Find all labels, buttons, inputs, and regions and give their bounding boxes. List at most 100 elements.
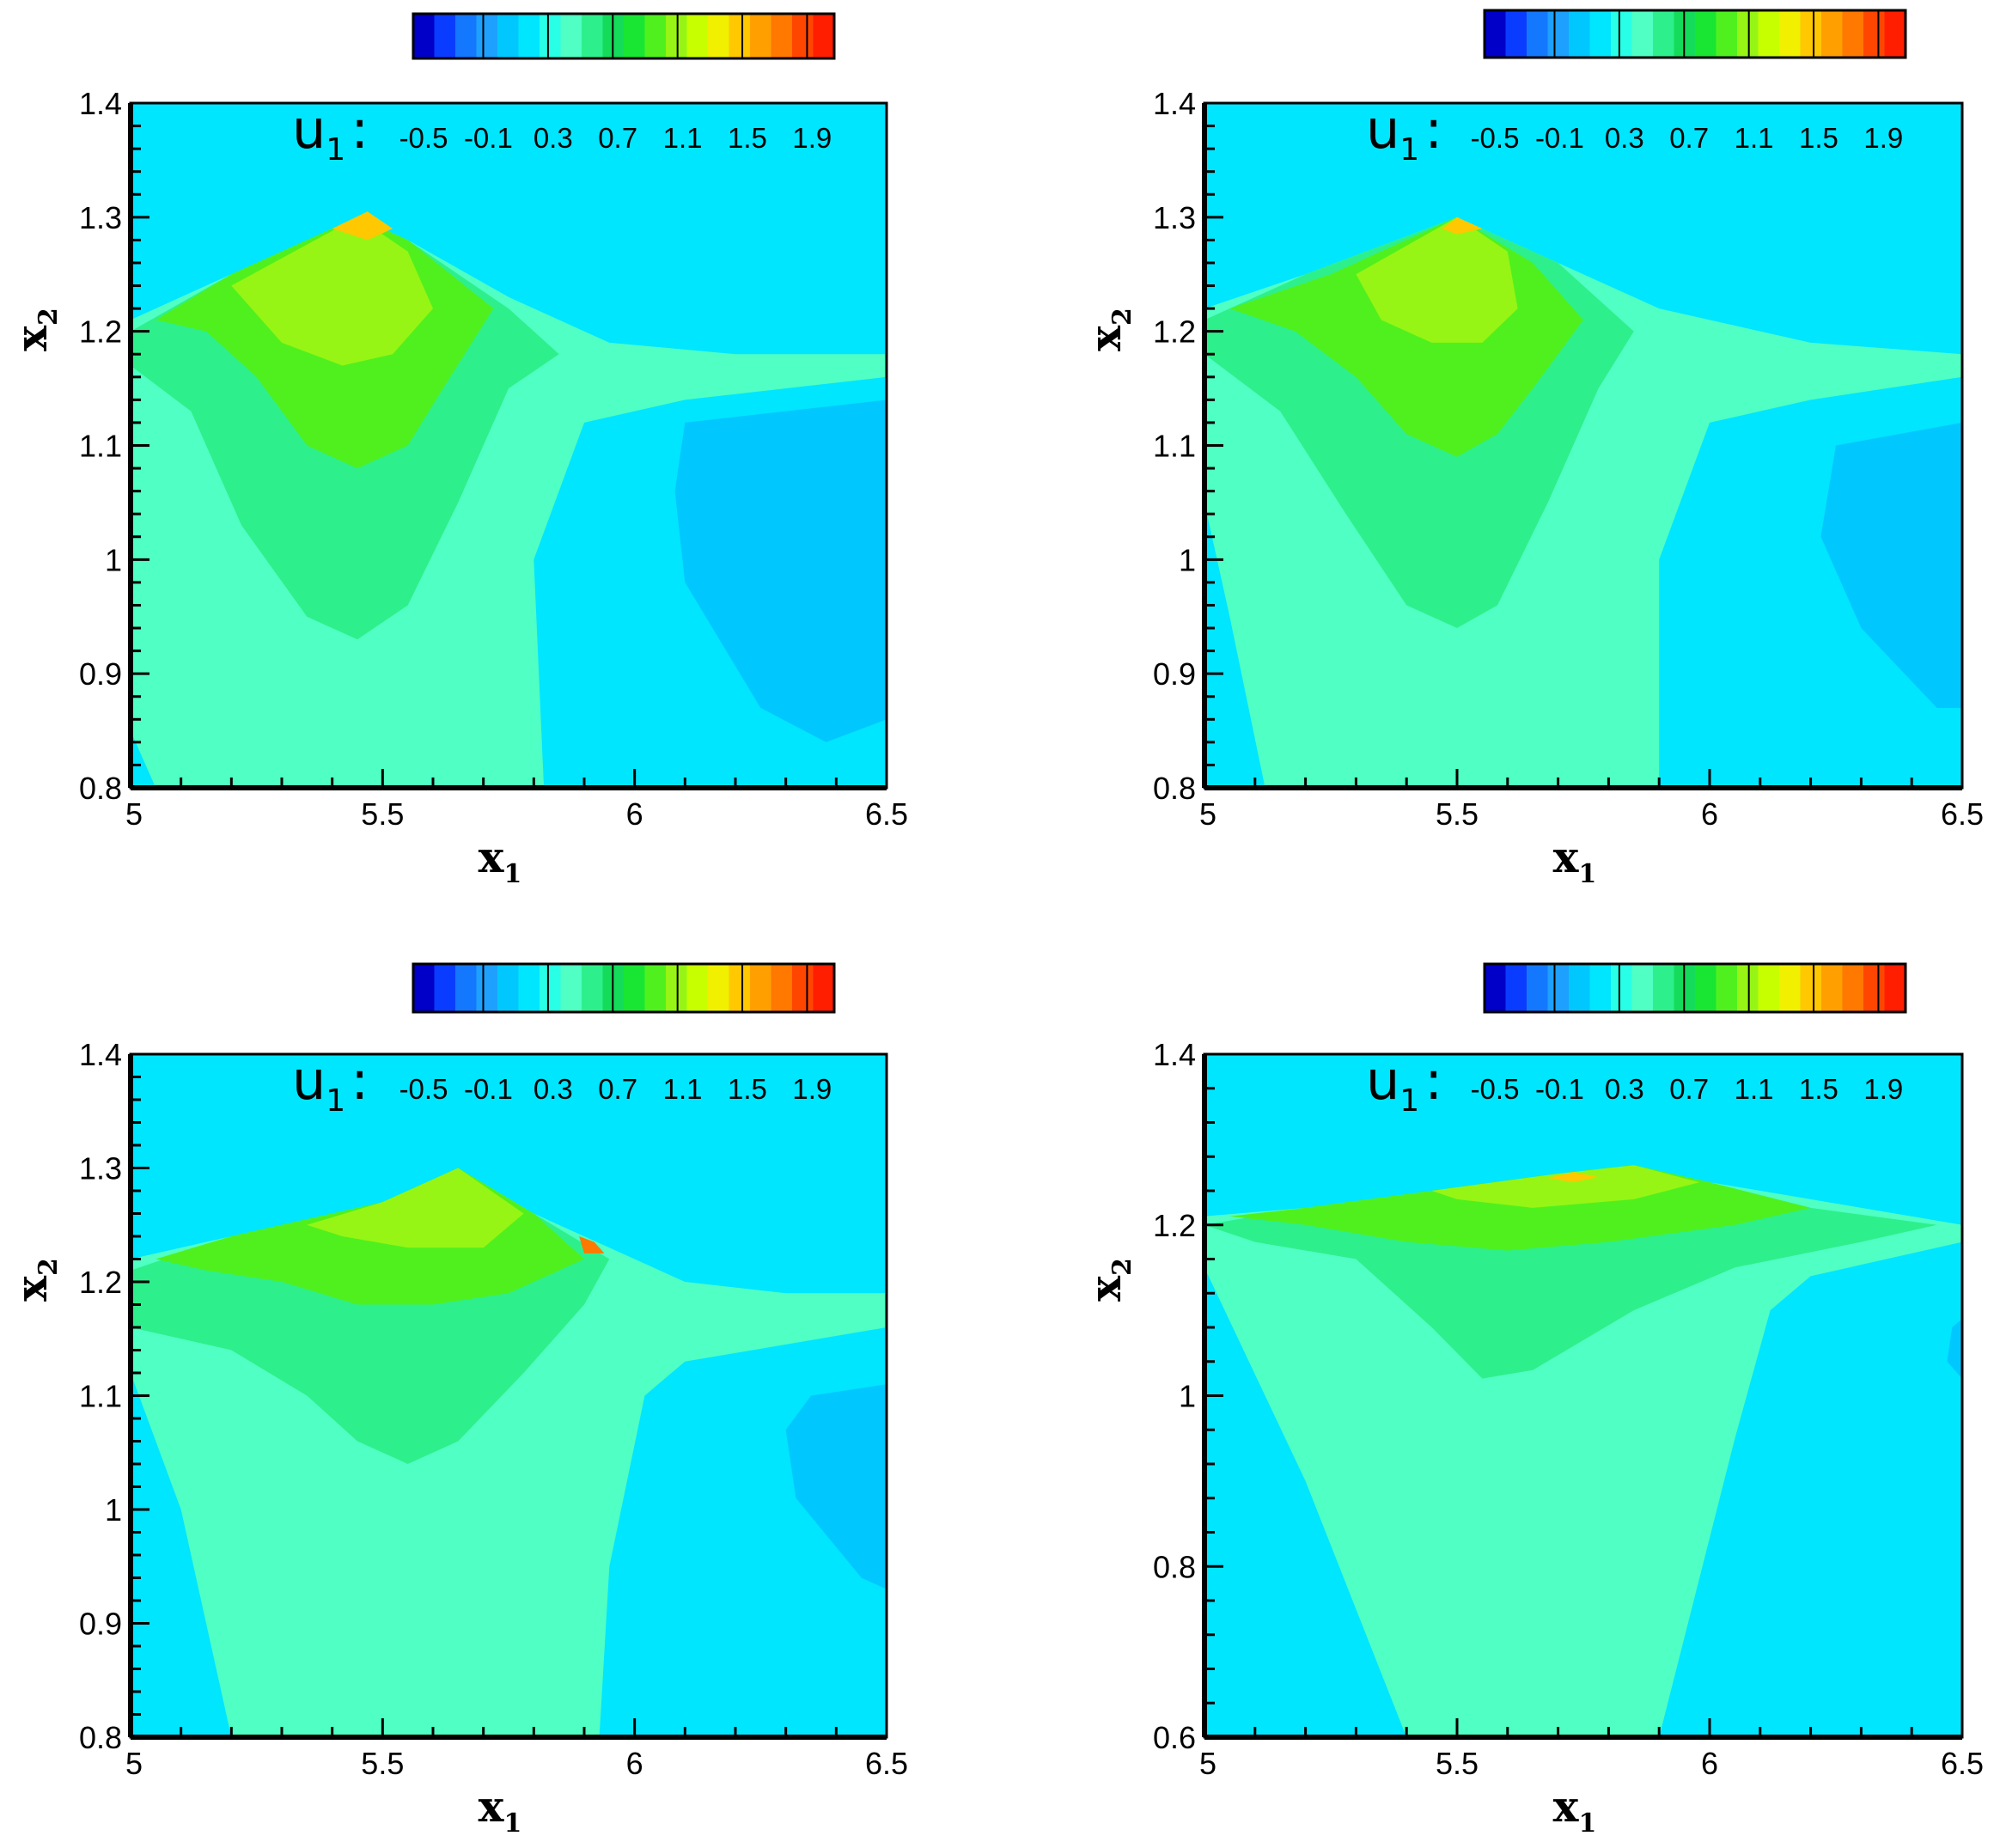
y-tick-label: 0.9 [79, 656, 122, 692]
colorbar-swatch [750, 964, 771, 1012]
colorbar-label: 0.3 [534, 122, 573, 154]
y-tick-label: 1.4 [1153, 86, 1196, 121]
colorbar-swatch [686, 964, 709, 1012]
colorbar-swatch [1611, 964, 1632, 1012]
colorbar-swatch [582, 14, 603, 58]
y-tick-label: 1.4 [79, 86, 122, 121]
contour-region-crest-tip [1442, 217, 1483, 235]
colorbar-swatch [1611, 10, 1632, 58]
contour-region-crest-tip [1547, 1172, 1599, 1183]
y-tick-label: 1 [1179, 1379, 1196, 1414]
panel-bottom-right: 5 5.5 6 6.5 0.6 0.8 1 1.2 1.4 x1 x2 u1: -0.5 -0.1 0.3 0… [1074, 954, 2000, 1848]
x-axis-title-subscript: 1 [503, 1808, 521, 1839]
y-tick-label: 1.2 [79, 314, 122, 350]
colorbar-title-colon: : [1424, 1049, 1442, 1112]
colorbar-label: 0.7 [598, 122, 637, 154]
y-tick-label: 1.1 [79, 1379, 122, 1414]
y-axis-title-subscript: 2 [34, 1258, 64, 1276]
colorbar-label: 1.5 [728, 122, 767, 154]
x-axis-title: x1 [479, 1781, 522, 1839]
colorbar-swatch [434, 964, 456, 1012]
colorbar-label: 0.7 [1669, 1073, 1709, 1105]
y-tick-label: 1 [1179, 542, 1196, 577]
x-tick-label: 5 [125, 1746, 143, 1781]
colorbar-title-colon: : [351, 1049, 369, 1112]
colorbar-swatch [1800, 964, 1822, 1012]
y-tick-label: 1.2 [1153, 1208, 1196, 1243]
colorbar-swatch [771, 964, 793, 1012]
y-tick-label: 1.4 [1153, 1037, 1196, 1072]
x-axis-title-subscript: 1 [1578, 859, 1596, 889]
colorbar-swatch [1569, 964, 1590, 1012]
x-axis-title: x1 [479, 832, 522, 889]
x-tick-label: 5 [125, 796, 143, 832]
colorbar-swatch [1527, 10, 1548, 58]
contour-region-wave-inner [307, 1168, 524, 1248]
x-tick-label: 5.5 [361, 796, 404, 832]
y-tick-label: 1.3 [79, 1151, 122, 1186]
colorbar-label: 1.1 [1735, 1073, 1774, 1105]
y-tick-label: 1.1 [79, 429, 122, 464]
colorbar-swatch [413, 14, 435, 58]
colorbar-swatch [666, 964, 687, 1012]
colorbar-swatch [1485, 10, 1506, 58]
colorbar-swatch [1527, 964, 1548, 1012]
y-tick-label: 1.2 [79, 1265, 122, 1300]
y-tick-label: 1.3 [79, 200, 122, 235]
colorbar-swatch [1716, 10, 1738, 58]
colorbar-swatch [729, 14, 751, 58]
colorbar-title-subscript: 1 [1399, 132, 1419, 168]
y-tick-label: 1.1 [1153, 429, 1196, 464]
contour-region-trough [674, 399, 887, 742]
y-tick-label: 1 [105, 542, 122, 577]
colorbar-swatch [1589, 10, 1612, 58]
colorbar-swatch [1758, 10, 1780, 58]
colorbar-swatch [1631, 964, 1654, 1012]
colorbar-title-colon: : [351, 98, 369, 161]
x-axis-title: x1 [1553, 1781, 1597, 1839]
colorbar-swatch [1884, 964, 1906, 1012]
colorbar-label: -0.5 [399, 122, 448, 154]
y-tick-label: 1.4 [79, 1037, 122, 1072]
contour-region-trough [785, 1384, 887, 1589]
colorbar-swatch [455, 14, 477, 58]
colorbar-title-subscript: 1 [326, 1083, 345, 1119]
colorbar-swatch [1485, 964, 1506, 1012]
colorbar-swatch [1695, 964, 1716, 1012]
colorbar-label: 1.1 [663, 1073, 703, 1105]
colorbar-label: -0.1 [464, 1073, 513, 1105]
x-tick-label: 6 [1701, 1746, 1718, 1781]
colorbar-swatch [1863, 10, 1885, 58]
colorbar-label: -0.1 [464, 122, 513, 154]
colorbar [1483, 9, 1907, 59]
x-tick-label: 6 [626, 796, 643, 832]
colorbar-swatch [624, 14, 645, 58]
colorbar-swatch [413, 964, 435, 1012]
colorbar-swatch [1821, 964, 1843, 1012]
colorbar-swatch [540, 14, 561, 58]
colorbar-label: -0.5 [399, 1073, 448, 1105]
colorbar-frame [412, 962, 836, 1014]
colorbar-swatch [434, 14, 456, 58]
y-tick-label: 0.6 [1153, 1720, 1196, 1755]
colorbar-swatch [813, 964, 835, 1012]
colorbar-swatch [540, 964, 561, 1012]
x-tick-label: 6 [626, 1746, 643, 1781]
colorbar-swatch [1569, 10, 1590, 58]
colorbar-label: 0.3 [1605, 1073, 1644, 1105]
colorbar-swatch [497, 964, 519, 1012]
colorbar-swatch [497, 14, 519, 58]
colorbar-label: 1.1 [1735, 122, 1774, 154]
colorbar-swatch [813, 14, 835, 58]
colorbar-swatch [1779, 10, 1801, 58]
colorbar-swatch [518, 14, 540, 58]
x-axis-title: x1 [1553, 832, 1597, 889]
colorbar-swatch [1695, 10, 1716, 58]
colorbar-label: -0.1 [1535, 1073, 1584, 1105]
colorbar-swatch [792, 964, 814, 1012]
x-tick-label: 5 [1199, 1746, 1216, 1781]
x-tick-label: 6.5 [1941, 1746, 1984, 1781]
colorbar-swatch [1800, 10, 1822, 58]
